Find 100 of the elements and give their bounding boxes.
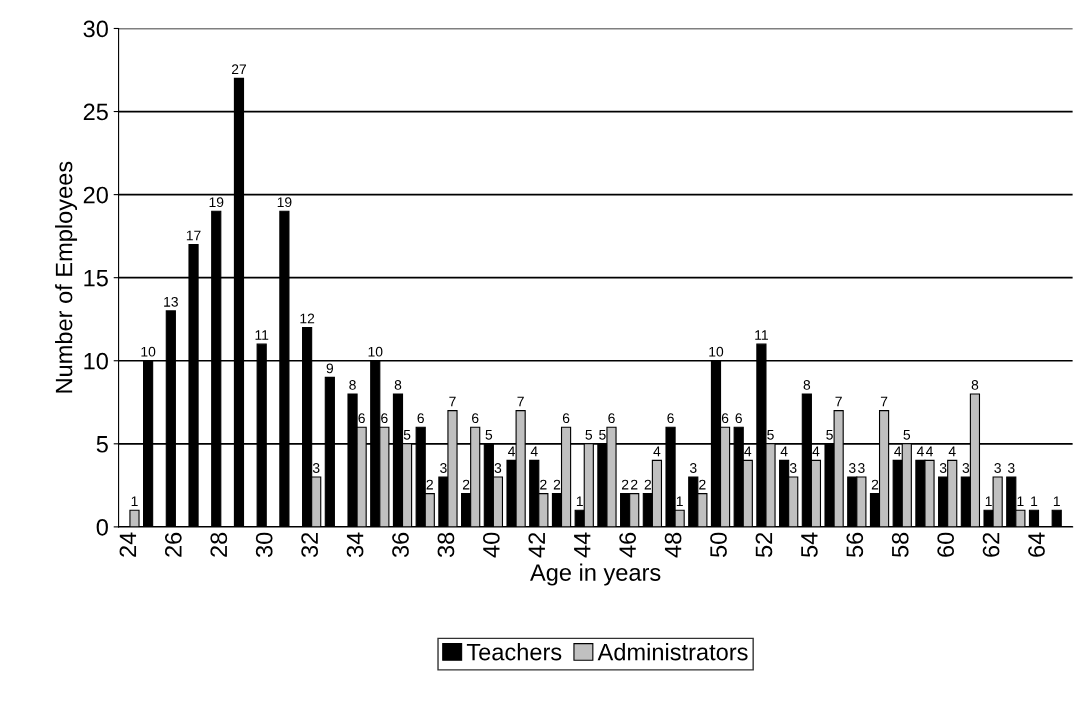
data-label: 5: [826, 429, 833, 440]
data-label: 4: [812, 446, 820, 457]
data-label: 3: [962, 463, 970, 473]
data-label: 6: [472, 413, 479, 424]
data-label: 6: [721, 413, 729, 424]
x-tick-label: 64: [1028, 532, 1045, 557]
data-label: 5: [485, 429, 493, 440]
x-tick-label: 60: [937, 532, 955, 557]
y-axis-title: Number of Employees: [55, 161, 78, 393]
data-label: 4: [530, 446, 538, 457]
x-tick-label: 52: [755, 532, 773, 558]
data-label: 3: [848, 463, 856, 473]
x-tick-label: 26: [164, 532, 182, 557]
x-tick-label: 44: [574, 532, 591, 558]
y-tick-label: 30: [83, 20, 108, 38]
data-label: 11: [755, 330, 768, 340]
data-label: 7: [880, 396, 888, 407]
data-label: 1: [1053, 496, 1060, 506]
legend-label: Administrators: [597, 643, 748, 661]
data-label: 17: [186, 230, 201, 241]
x-tick-label: 48: [664, 532, 682, 558]
data-label: 3: [789, 463, 797, 473]
x-tick-label: 50: [710, 532, 727, 558]
x-tick-label: 36: [392, 532, 409, 558]
data-label: 2: [540, 479, 547, 490]
data-label: 1: [131, 496, 138, 506]
data-label: 7: [449, 396, 456, 407]
data-label: 3: [494, 463, 502, 473]
data-label: 2: [553, 479, 561, 490]
data-label: 6: [667, 413, 674, 424]
x-tick-label: 46: [619, 532, 637, 558]
legend-label: Teachers: [466, 643, 562, 661]
data-label: 4: [780, 446, 788, 457]
data-label: 3: [858, 463, 865, 473]
x-tick-label: 32: [301, 532, 318, 558]
data-label: 8: [803, 380, 811, 390]
data-label: 2: [426, 479, 433, 490]
data-label: 11: [255, 330, 269, 340]
data-label: 4: [653, 446, 661, 457]
x-tick-label: 58: [891, 532, 909, 558]
data-label: 7: [517, 396, 524, 407]
data-label: 8: [349, 380, 356, 390]
data-label: 1: [1017, 496, 1024, 506]
data-label: 10: [141, 346, 156, 357]
data-label: 4: [948, 446, 956, 457]
data-label: 6: [358, 413, 365, 424]
data-label: 19: [277, 197, 292, 208]
data-label: 1: [676, 496, 683, 506]
x-tick-label: 34: [346, 532, 364, 558]
data-label: 6: [417, 413, 424, 424]
x-tick-label: 62: [982, 532, 1000, 557]
data-label: 13: [164, 296, 178, 307]
x-tick-label: 28: [210, 532, 228, 557]
data-label: 1: [576, 496, 583, 506]
data-label: 8: [971, 380, 979, 390]
x-tick-label: 56: [846, 532, 864, 558]
data-label: 3: [939, 463, 947, 473]
data-label: 6: [381, 413, 388, 424]
y-tick-label: 25: [83, 103, 108, 121]
data-label: 2: [871, 479, 879, 490]
data-label: 2: [699, 479, 706, 490]
data-label: 3: [312, 463, 320, 473]
data-label: 2: [462, 479, 470, 490]
x-tick-label: 40: [483, 532, 500, 558]
data-label: 10: [368, 346, 383, 357]
data-label: 3: [440, 463, 447, 473]
data-label: 12: [300, 313, 315, 324]
data-label: 3: [1007, 463, 1015, 473]
y-tick-label: 5: [96, 436, 108, 453]
x-tick-label: 30: [255, 532, 273, 558]
data-label: 8: [394, 380, 402, 390]
y-tick-label: 10: [84, 352, 108, 370]
data-label: 3: [994, 463, 1001, 473]
data-label: 27: [231, 64, 246, 75]
data-label: 7: [835, 396, 842, 407]
y-tick-label: 15: [84, 269, 108, 287]
x-tick-label: 54: [801, 532, 818, 558]
data-label: 2: [644, 479, 651, 490]
data-label: 6: [562, 413, 570, 424]
data-label: 5: [403, 429, 411, 440]
x-axis-title: Age in years: [530, 563, 661, 586]
data-label: 9: [326, 363, 334, 374]
x-tick-label: 38: [437, 532, 455, 558]
data-label: 19: [209, 197, 224, 208]
data-label: 2: [631, 479, 638, 490]
data-label: 4: [894, 446, 902, 457]
data-label: 3: [689, 463, 697, 473]
x-tick-label: 42: [528, 532, 545, 558]
data-label: 5: [599, 429, 606, 440]
data-label: 4: [744, 446, 752, 457]
data-label: 4: [508, 446, 516, 457]
data-label: 2: [621, 479, 629, 490]
y-tick-label: 20: [83, 186, 108, 204]
data-label: 6: [608, 413, 615, 424]
data-label: 1: [1031, 496, 1038, 506]
y-tick-label: 0: [96, 518, 108, 536]
data-label: 4: [916, 446, 924, 457]
data-label: 6: [735, 413, 742, 424]
data-label: 1: [985, 496, 992, 506]
data-label: 4: [925, 446, 933, 457]
